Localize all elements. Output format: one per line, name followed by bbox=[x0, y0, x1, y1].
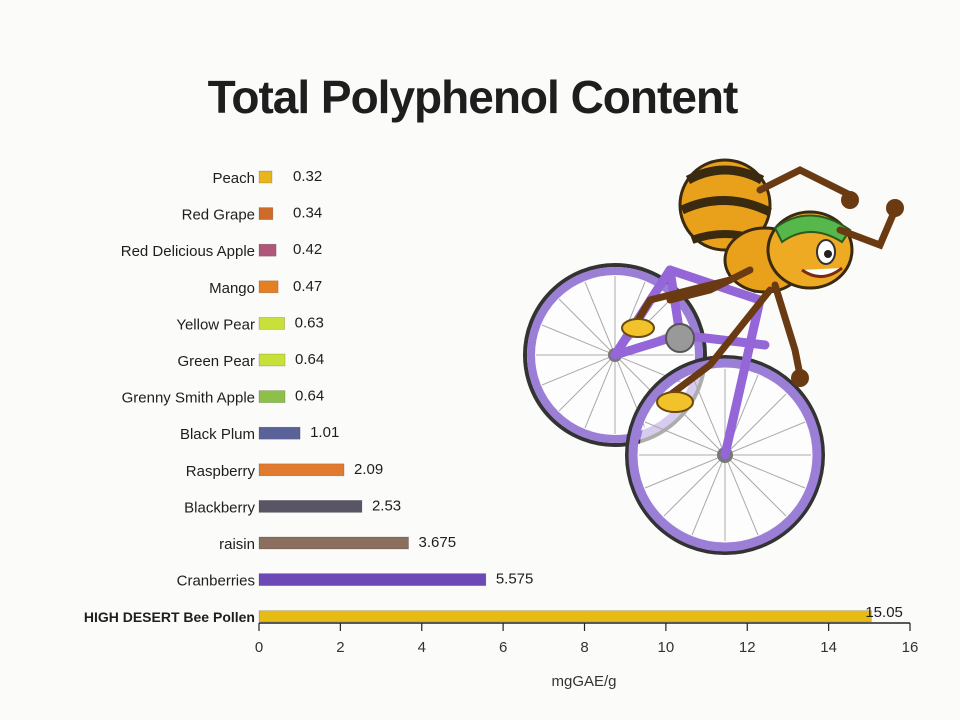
category-label: Grenny Smith Apple bbox=[122, 390, 255, 407]
bar bbox=[258, 317, 285, 330]
bee-legs bbox=[631, 166, 899, 399]
category-label: raisin bbox=[219, 536, 255, 553]
value-label: 3.675 bbox=[419, 534, 457, 551]
value-label: 0.63 bbox=[295, 314, 324, 331]
value-label: 2.53 bbox=[372, 497, 401, 514]
category-label: Blackberry bbox=[184, 499, 255, 516]
value-label: 0.32 bbox=[293, 168, 322, 185]
x-axis-label: mgGAE/g bbox=[551, 673, 616, 690]
chart-title: Total Polyphenol Content bbox=[207, 71, 739, 123]
bar bbox=[258, 353, 286, 367]
category-label: Raspberry bbox=[186, 463, 256, 480]
bar bbox=[258, 463, 345, 477]
bar bbox=[258, 243, 277, 257]
bar bbox=[258, 500, 363, 513]
bar bbox=[258, 170, 273, 184]
x-tick-label: 2 bbox=[336, 639, 344, 656]
value-label: 5.575 bbox=[496, 571, 534, 588]
category-label: Yellow Pear bbox=[176, 316, 255, 333]
value-label: 0.42 bbox=[293, 241, 322, 258]
x-tick-label: 8 bbox=[580, 639, 588, 656]
bar bbox=[258, 390, 286, 403]
bar bbox=[258, 426, 301, 440]
value-label: 0.47 bbox=[293, 278, 322, 295]
bar bbox=[258, 610, 872, 623]
category-label: Mango bbox=[209, 280, 255, 297]
category-label: Red Delicious Apple bbox=[121, 243, 255, 260]
category-label: Green Pear bbox=[177, 353, 255, 370]
category-label: Cranberries bbox=[177, 573, 255, 590]
x-tick-label: 6 bbox=[499, 639, 507, 656]
bar bbox=[258, 536, 409, 550]
category-label: Peach bbox=[212, 170, 255, 187]
x-tick-label: 4 bbox=[418, 639, 426, 656]
category-label: Black Plum bbox=[180, 426, 255, 443]
bars-group: Peach 0.32 Red Grape 0.34 Red Delicious Appl… bbox=[84, 168, 903, 625]
x-tick-label: 0 bbox=[255, 639, 263, 656]
category-label: HIGH DESERT Bee Pollen bbox=[84, 609, 255, 625]
x-tick-label: 10 bbox=[658, 639, 675, 656]
bee-on-bicycle-illustration bbox=[523, 158, 904, 555]
value-label: 2.09 bbox=[354, 461, 383, 478]
bar bbox=[258, 573, 487, 586]
category-label: Red Grape bbox=[182, 207, 255, 224]
value-label: 1.01 bbox=[310, 424, 339, 441]
x-tick-label: 14 bbox=[820, 639, 837, 656]
value-label: 15.05 bbox=[865, 604, 903, 621]
bar bbox=[258, 280, 279, 294]
value-label: 0.34 bbox=[293, 205, 322, 222]
x-axis: 0 2 4 6 8 10 12 14 16 bbox=[255, 622, 919, 656]
x-tick-label: 16 bbox=[902, 639, 919, 656]
value-label: 0.64 bbox=[295, 351, 324, 368]
x-tick-label: 12 bbox=[739, 639, 756, 656]
bar bbox=[258, 207, 274, 220]
value-label: 0.64 bbox=[295, 388, 324, 405]
